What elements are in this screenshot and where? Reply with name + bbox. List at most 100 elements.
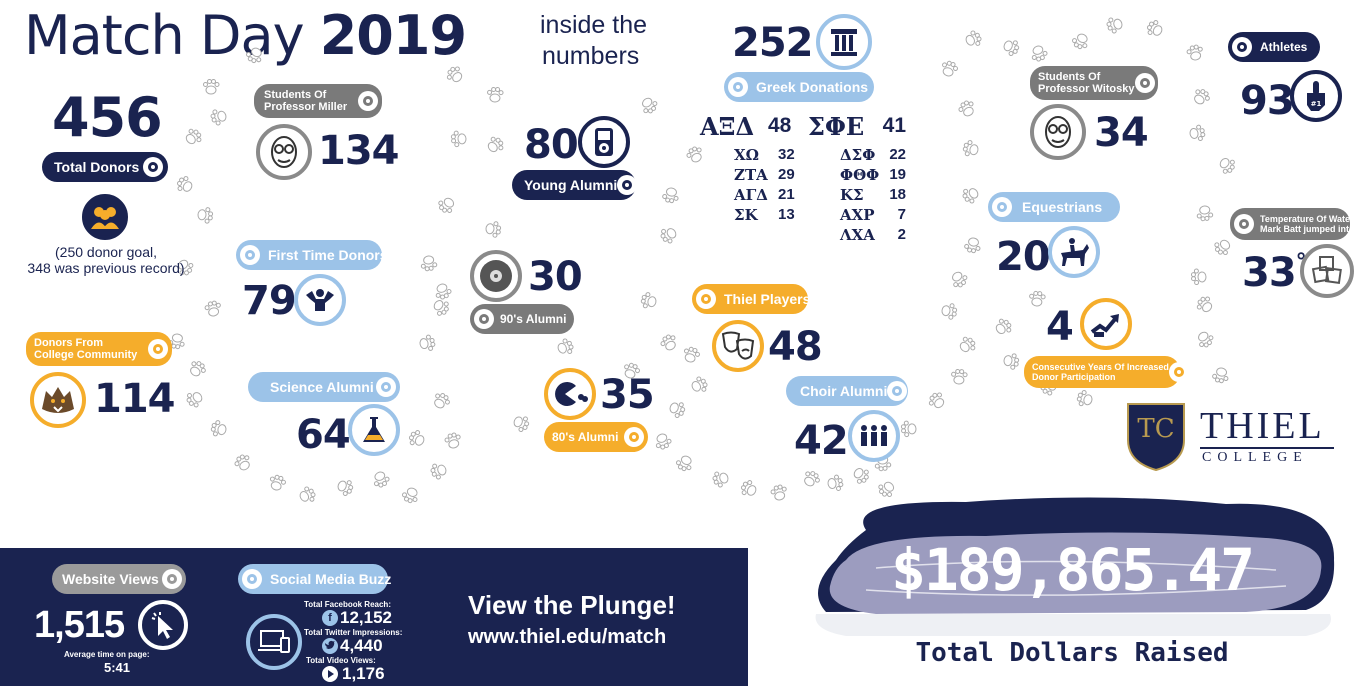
badge-dot-icon [1232,37,1252,57]
paw-print-icon [990,314,1015,339]
greek-letters: ΑΧΡ [840,206,875,224]
thiel-players-label: Thiel Players [692,284,810,314]
note-line1: (250 donor goal, [55,244,157,260]
paw-print-icon [874,476,899,501]
water-temp-number: 33 [1242,250,1297,296]
badge-dot-icon [474,309,494,329]
nineties-alumni-value: 30 [528,254,583,300]
greek-count: 21 [778,186,795,203]
paw-print-icon [243,43,267,67]
paw-print-icon [710,468,733,491]
water-line1: Temperature Of Water [1260,214,1354,224]
paw-print-icon [509,411,533,435]
first-time-donors-label: First Time Donors [236,240,388,270]
total-raised-value: $189,865.47 [890,536,1255,604]
paw-print-icon [950,368,969,387]
paw-print-icon [195,205,214,224]
greek-letters: ΧΩ [734,146,759,164]
young-alumni-value: 80 [524,122,579,168]
badge-dot-icon [992,197,1012,217]
total-donors-note: (250 donor goal, 348 was previous record… [18,244,194,276]
paw-print-icon [680,344,702,366]
greek-count: 48 [768,114,792,137]
greek-letters: ΣΚ [734,206,758,224]
total-donors-value: 456 [52,86,163,149]
social-media-label: Social Media Buzz [238,564,391,594]
paw-print-icon [825,473,846,494]
cursor-click-icon [138,600,188,650]
badge-dot-icon [624,427,644,447]
paw-print-icon [1195,203,1215,223]
greek-count: 18 [889,186,906,203]
growth-arrow-icon [1080,298,1132,350]
paw-print-icon [1143,17,1168,42]
paw-print-icon [450,130,469,149]
paw-print-icon [651,429,674,452]
greek-count: 19 [889,166,906,183]
greek-letters: ΖΤΑ [734,166,768,184]
paw-print-icon [657,223,682,248]
ice-cubes-icon [1300,244,1354,298]
paw-print-icon [924,388,949,413]
badge-dot-icon [1234,214,1254,234]
college-community-value: 114 [94,376,175,422]
paw-print-icon [442,62,467,87]
logo-sub: COLLEGE [1202,450,1308,465]
professor-miller-label: Students Of Professor Miller [254,84,382,118]
donors-group-icon [82,194,128,240]
greek-letters: ΑΞΔ [700,112,755,141]
total-donors-label: Total Donors [42,152,168,182]
paw-print-icon [665,397,688,420]
paw-print-icon [428,460,451,483]
greek-count: 13 [778,206,795,223]
website-views-text: Website Views [62,571,159,587]
paw-print-icon [683,143,707,167]
nineties-alumni-text: 90's Alumni [500,312,567,326]
video-label: Total Video Views: [306,656,376,665]
paw-print-icon [184,356,209,381]
science-alumni-label: Science Alumni [248,372,400,402]
greek-letters: ΣΦΕ [808,112,865,141]
paw-print-icon [428,294,453,319]
young-alumni-text: Young Alumni [524,177,618,193]
paw-print-icon [1074,388,1096,410]
logo-monogram: TC [1137,414,1175,444]
water-temp-label: Temperature Of Water Mark Batt jumped int… [1230,208,1355,240]
community-label-text: Donors From College Community [34,337,137,361]
paw-print-icon [333,475,356,498]
paw-print-icon [231,451,256,476]
athletes-text: Athletes [1260,40,1308,54]
total-donors-text: Total Donors [54,159,140,175]
community-line1: Donors From [34,337,104,349]
equestrians-label: Equestrians [988,192,1120,222]
tomcat-mascot-icon [30,372,86,428]
paw-print-icon [1027,41,1050,64]
logo-name: THIEL [1200,405,1325,447]
college-community-label: Donors From College Community [26,332,172,366]
badge-dot-icon [143,157,163,177]
total-raised-label: Total Dollars Raised [915,638,1229,668]
paw-print-icon [946,266,971,291]
greek-letters: ΚΣ [840,186,864,204]
athletes-label: Athletes [1228,32,1320,62]
paw-print-icon [419,253,439,273]
paw-print-icon [266,472,288,494]
twitter-icon [322,638,338,654]
paw-print-icon [620,360,643,383]
science-alumni-text: Science Alumni [270,379,374,395]
miller-line2: Professor Miller [264,101,348,113]
total-raised-panel: $189,865.47 Total Dollars Raised [806,490,1338,686]
plunge-link[interactable]: www.thiel.edu/match [468,626,667,648]
athletes-value: 93 [1240,78,1295,124]
community-line2: College Community [34,349,138,361]
paw-print-icon [1187,123,1208,144]
theater-mask-icon [712,320,764,372]
facebook-label: Total Facebook Reach: [304,600,391,609]
eighties-alumni-value: 35 [600,372,655,418]
footer-panel: Website Views 1,515 Average time on page… [0,548,748,686]
paw-print-icon [661,185,682,206]
water-temp-value: 33° [1242,250,1307,296]
average-time-label: Average time on page: [64,650,150,659]
badge-dot-icon [887,381,908,401]
paw-print-icon [202,78,220,96]
